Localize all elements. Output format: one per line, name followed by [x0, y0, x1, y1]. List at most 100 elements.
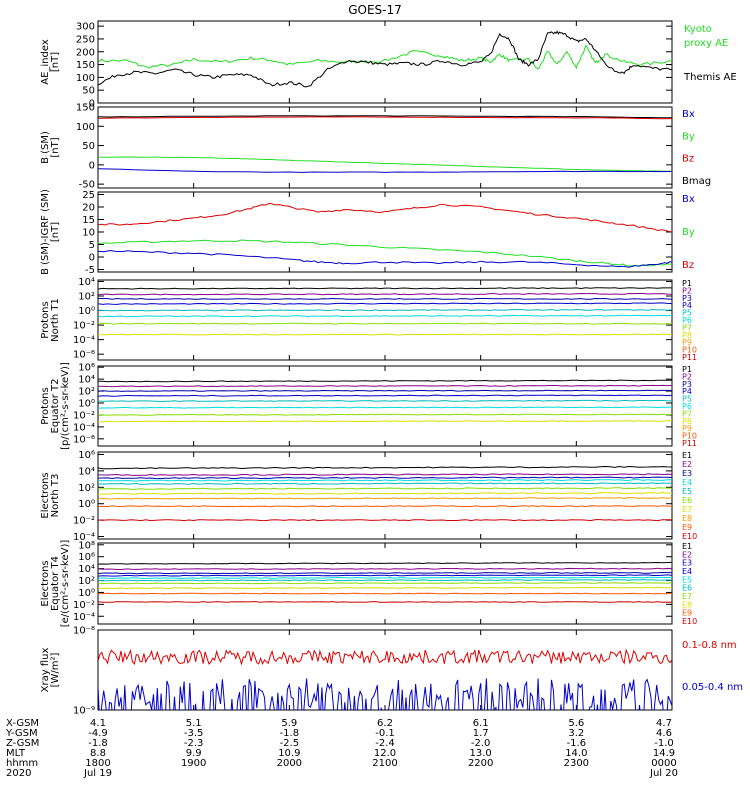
series-line-E1	[98, 465, 672, 470]
series-group	[98, 115, 672, 173]
x-row-value: 10.9	[278, 748, 300, 759]
legend-item: E5	[682, 487, 692, 496]
legend-item: P6	[682, 316, 692, 325]
y-axis-label: [e/(cm²-s-sr-keV)]	[60, 540, 71, 628]
y-tick-label: 100	[76, 73, 95, 84]
legend-item: P5	[682, 309, 692, 318]
y-tick-label: 5	[89, 240, 95, 251]
legend-item: E7	[682, 505, 692, 514]
y-axis-label: B (SM)	[40, 131, 51, 164]
series-line-P1	[98, 287, 672, 290]
y-axis-label: [W/m²]	[50, 652, 61, 687]
series-line-bmag	[98, 115, 672, 119]
series-line-P4	[98, 394, 672, 397]
legend-item: Bz	[682, 154, 694, 165]
legend-item: P5	[682, 395, 692, 404]
x-row-value: 8.8	[90, 748, 106, 759]
legend-item: E3	[682, 559, 692, 568]
legend-item: E10	[682, 617, 697, 626]
y-tick-label: 15	[82, 215, 95, 226]
series-line-E3	[98, 476, 672, 480]
series-line-E1	[98, 561, 672, 565]
legend-item: P4	[682, 301, 692, 310]
x-row-value: 0000	[651, 758, 676, 769]
panel-frame	[97, 629, 673, 711]
legend-item: Themis AE	[683, 72, 737, 83]
series-line-themis-ae	[98, 30, 672, 88]
series-line-E7	[98, 582, 672, 585]
legend-item: P3	[682, 294, 692, 303]
legend-item: E6	[682, 496, 692, 505]
y-axis-label: Protons	[40, 301, 51, 338]
x-row-value: -1.6	[567, 738, 587, 749]
y-tick-label: 50	[82, 86, 95, 97]
y-axis-label: Electrons	[40, 560, 51, 606]
x-row-value: 2300	[564, 758, 589, 769]
series-line-E6	[98, 579, 672, 582]
x-row-value: 12.0	[374, 748, 396, 759]
series-line-P1	[98, 379, 672, 383]
y-tick-label: 10⁻⁸	[73, 626, 95, 637]
legend-item: E9	[682, 609, 692, 618]
y-axis-label: North T1	[50, 298, 61, 342]
legend-item: P10	[682, 432, 697, 441]
series-line-P2	[98, 384, 672, 388]
y-tick-label: 10⁻⁴	[73, 335, 95, 346]
legend-item: E4	[682, 567, 692, 576]
series-group	[98, 561, 672, 603]
y-tick-label: 10⁻⁶	[73, 434, 95, 445]
y-tick-label: 10⁻²	[73, 516, 95, 527]
y-axis-label: Protons	[40, 387, 51, 424]
legend-item: Bx	[682, 194, 695, 205]
x-row-value: 13.0	[470, 748, 492, 759]
x-row-value: 4.7	[656, 718, 672, 729]
x-row-value: -2.5	[280, 738, 300, 749]
x-row-value: 1.7	[473, 728, 489, 739]
y-tick-label: 0	[89, 160, 95, 171]
x-row-value: 5.6	[568, 718, 584, 729]
series-line-P7	[98, 322, 672, 325]
legend-item: P4	[682, 387, 692, 396]
y-tick-label: -50	[79, 180, 95, 191]
series-line-E7	[98, 492, 672, 495]
y-tick-label: 10⁻⁴	[73, 422, 95, 433]
panel-xray: 10⁻⁸ 10⁻⁹ Xray flux [W/m²] 0.1-0.8 nm 0.05-0.…	[40, 626, 743, 717]
panel-frame	[97, 20, 673, 104]
panel-frame	[97, 191, 673, 273]
legend-item: Kyoto	[684, 24, 712, 35]
x-row-value: 5.1	[186, 718, 202, 729]
legend-item: E5	[682, 575, 692, 584]
x-row-label: X-GSM	[6, 718, 39, 729]
y-tick-label: 50	[82, 141, 95, 152]
x-row-value: -2.0	[471, 738, 491, 749]
y-tick-label: 10⁻²	[73, 410, 95, 421]
y-tick-label: 10⁸	[78, 540, 95, 551]
legend-item: 0.05-0.4 nm	[682, 682, 743, 693]
y-axis-label: AE_index	[40, 39, 51, 85]
x-row-value: 6.2	[377, 718, 393, 729]
x-row-value: -1.8	[88, 738, 108, 749]
series-line-bz	[98, 116, 672, 120]
y-axis-label: Equator T2	[50, 379, 61, 434]
legend-item: E2	[682, 550, 692, 559]
y-tick-label: 10²	[78, 576, 95, 587]
x-row-label: hhmm	[6, 758, 38, 769]
x-row-label: MLT	[6, 748, 26, 759]
x-row-value: -1.0	[654, 738, 674, 749]
y-axis-label: Equator T4	[50, 556, 61, 611]
x-row-value: -3.5	[184, 728, 204, 739]
y-tick-label: 20	[82, 203, 95, 214]
legend-item: P9	[682, 424, 692, 433]
series-line-E4	[98, 574, 672, 577]
legend-item: P2	[682, 372, 692, 381]
y-tick-label: 10⁰	[78, 588, 95, 599]
legend-item: 0.1-0.8 nm	[682, 640, 737, 651]
y-tick-label: 10⁰	[78, 499, 95, 510]
series-group	[98, 202, 672, 268]
y-tick-label: 10⁰	[78, 399, 95, 410]
y-tick-label: 200	[76, 47, 95, 58]
x-row-value: 4.6	[656, 728, 672, 739]
panel-frame	[97, 451, 673, 540]
x-row-value: 1900	[181, 758, 206, 769]
x-row-value: 2000	[277, 758, 302, 769]
